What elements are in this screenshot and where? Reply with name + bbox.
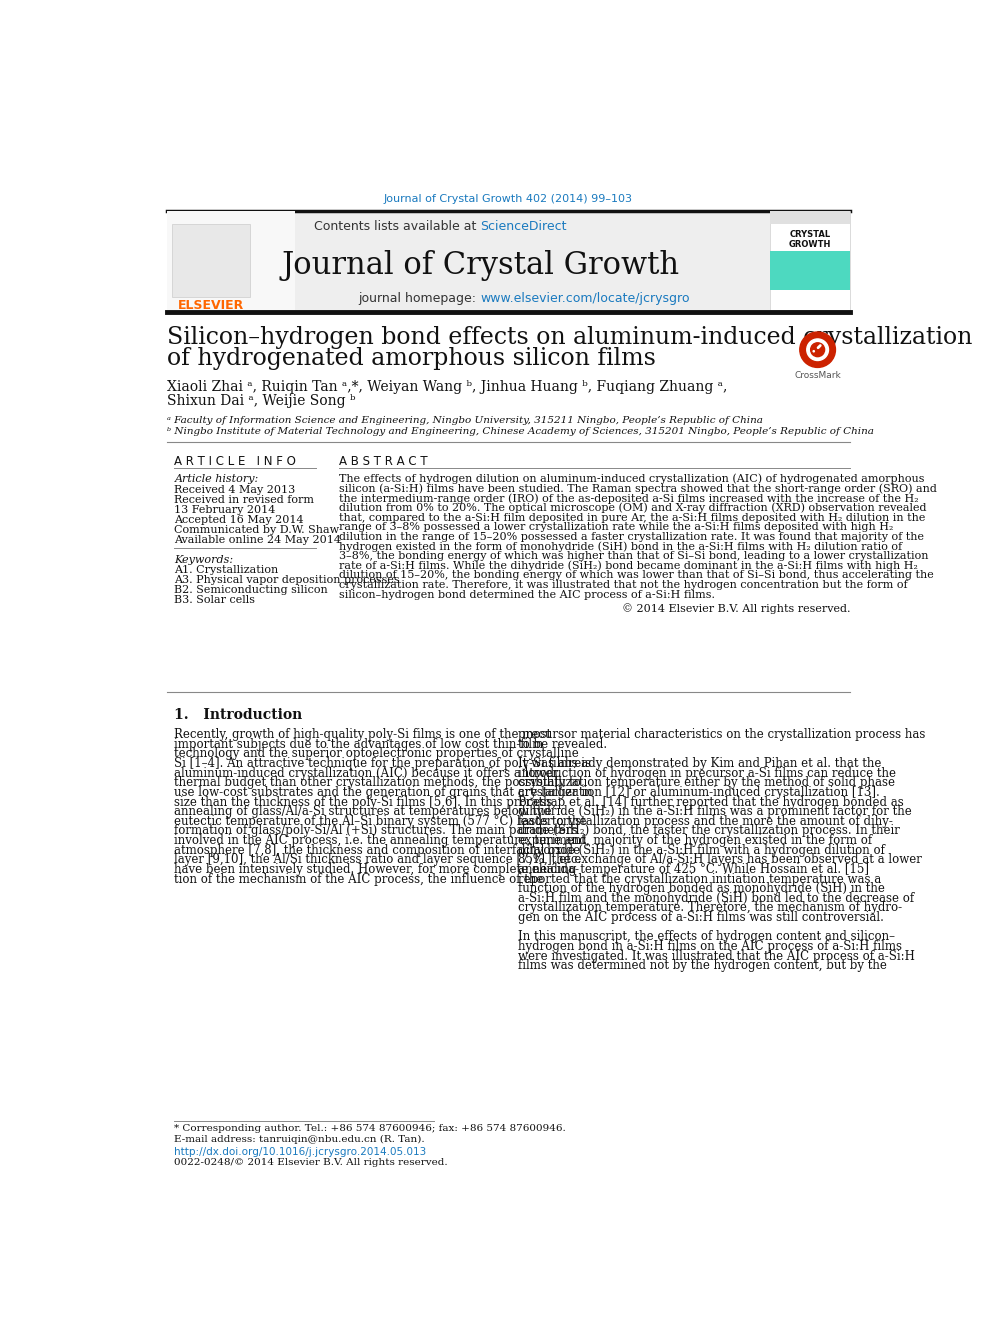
Text: CrossMark: CrossMark (795, 370, 841, 380)
Bar (770, 212, 850, 311)
Text: crystallization rate. Therefore, it was illustrated that not the hydrogen concen: crystallization rate. Therefore, it was … (339, 579, 908, 590)
Text: silicon–hydrogen bond determined the AIC process of a-Si:H films.: silicon–hydrogen bond determined the AIC… (339, 590, 715, 599)
Text: reported that the crystallization initiation temperature was a: reported that the crystallization initia… (518, 873, 881, 885)
Text: atmosphere [7,8], the thickness and composition of interfacial oxide: atmosphere [7,8], the thickness and comp… (175, 844, 580, 857)
Text: eutectic temperature of the Al–Si binary system (577 °C) leads to the: eutectic temperature of the Al–Si binary… (175, 815, 587, 828)
Text: 0022-0248/© 2014 Elsevier B.V. All rights reserved.: 0022-0248/© 2014 Elsevier B.V. All right… (175, 1158, 448, 1167)
Text: A1. Crystallization: A1. Crystallization (175, 565, 279, 576)
Text: Journal of Crystal Growth: Journal of Crystal Growth (282, 250, 680, 280)
Text: range of 3–8% possessed a lower crystallization rate while the a-Si:H films depo: range of 3–8% possessed a lower crystall… (339, 523, 894, 532)
Text: ᵇ Ningbo Institute of Material Technology and Engineering, Chinese Academy of Sc: ᵇ Ningbo Institute of Material Technolog… (167, 427, 874, 435)
Text: thermal budget than other crystallization methods, the possibility to: thermal budget than other crystallizatio… (175, 777, 581, 790)
Text: journal homepage:: journal homepage: (358, 292, 480, 306)
Text: silicon (a-Si:H) films have been studied. The Raman spectra showed that the shor: silicon (a-Si:H) films have been studied… (339, 483, 937, 493)
Circle shape (810, 343, 824, 357)
Text: tion of the mechanism of the AIC process, the influence of the: tion of the mechanism of the AIC process… (175, 873, 544, 885)
Text: http://dx.doi.org/10.1016/j.jcrysgro.2014.05.013: http://dx.doi.org/10.1016/j.jcrysgro.201… (175, 1147, 427, 1158)
Text: The effects of hydrogen dilution on aluminum-induced crystallization (AIC) of hy: The effects of hydrogen dilution on alum… (339, 474, 925, 484)
Text: Recently, growth of high-quality poly-Si films is one of the most: Recently, growth of high-quality poly-Si… (175, 728, 552, 741)
Text: crystallization temperature either by the method of solid phase: crystallization temperature either by th… (518, 777, 895, 790)
Text: introduction of hydrogen in precursor a-Si films can reduce the: introduction of hydrogen in precursor a-… (518, 767, 896, 779)
Text: aluminum-induced crystallization (AIC) because it offers a lower: aluminum-induced crystallization (AIC) b… (175, 767, 558, 779)
Text: Prathap et al. [14] further reported that the hydrogen bonded as: Prathap et al. [14] further reported tha… (518, 795, 904, 808)
Text: It was already demonstrated by Kim and Pihan et al. that the: It was already demonstrated by Kim and P… (518, 757, 881, 770)
Text: have been intensively studied. However, for more complete elucida-: have been intensively studied. However, … (175, 863, 579, 876)
Text: Communicated by D.W. Shaw: Communicated by D.W. Shaw (175, 525, 339, 534)
Text: experiment, majority of the hydrogen existed in the form of: experiment, majority of the hydrogen exi… (518, 833, 872, 847)
Text: Si [1–4]. An attractive technique for the preparation of poly-Si films is: Si [1–4]. An attractive technique for th… (175, 757, 591, 770)
Text: 3–8%, the bonding energy of which was higher than that of Si–Si bond, leading to: 3–8%, the bonding energy of which was hi… (339, 552, 929, 561)
Text: Journal of Crystal Growth 402 (2014) 99–103: Journal of Crystal Growth 402 (2014) 99–… (384, 193, 633, 204)
Text: use low-cost substrates and the generation of grains that are larger in: use low-cost substrates and the generati… (175, 786, 593, 799)
Bar (167, 212, 295, 311)
Text: faster crystallization process and the more the amount of dihy-: faster crystallization process and the m… (518, 815, 893, 828)
Bar (770, 251, 850, 290)
Text: annealing of glass/Al/a-Si structures at temperatures below the: annealing of glass/Al/a-Si structures at… (175, 806, 552, 818)
Text: annealing temperature of 425 °C. While Hossain et al. [15]: annealing temperature of 425 °C. While H… (518, 863, 869, 876)
Text: gen on the AIC process of a-Si:H films was still controversial.: gen on the AIC process of a-Si:H films w… (518, 912, 884, 923)
Text: dilution of 15–20%, the bonding energy of which was lower than that of Si–Si bon: dilution of 15–20%, the bonding energy o… (339, 570, 934, 581)
Text: that, compared to the a-Si:H film deposited in pure Ar, the a-Si:H films deposit: that, compared to the a-Si:H film deposi… (339, 512, 926, 523)
Text: formation of glass/poly-Si/Al (+Si) structures. The main parameters: formation of glass/poly-Si/Al (+Si) stru… (175, 824, 578, 837)
Text: A B S T R A C T: A B S T R A C T (339, 455, 429, 468)
Text: were investigated. It was illustrated that the AIC process of a-Si:H: were investigated. It was illustrated th… (518, 950, 915, 963)
Text: involved in the AIC process, i.e. the annealing temperature, time and: involved in the AIC process, i.e. the an… (175, 833, 587, 847)
Text: hydrogen bond in a-Si:H films on the AIC process of a-Si:H films: hydrogen bond in a-Si:H films on the AIC… (518, 939, 902, 953)
Text: the intermedium-range order (IRO) of the as-deposited a-Si films increased with : the intermedium-range order (IRO) of the… (339, 493, 919, 504)
Text: size than the thickness of the poly-Si films [5,6]. In this process,: size than the thickness of the poly-Si f… (175, 795, 557, 808)
Text: 1.   Introduction: 1. Introduction (175, 708, 303, 722)
Text: dilution in the range of 15–20% possessed a faster crystallization rate. It was : dilution in the range of 15–20% possesse… (339, 532, 925, 542)
Bar (770, 212, 850, 224)
Text: E-mail address: tanruiqin@nbu.edu.cn (R. Tan).: E-mail address: tanruiqin@nbu.edu.cn (R.… (175, 1134, 425, 1143)
Text: Contents lists available at: Contents lists available at (314, 220, 480, 233)
Text: A R T I C L E   I N F O: A R T I C L E I N F O (175, 455, 297, 468)
Text: Received 4 May 2013: Received 4 May 2013 (175, 484, 296, 495)
Bar (172, 224, 250, 298)
Text: layer [9,10], the Al/Si thickness ratio and layer sequence [7,11], etc.: layer [9,10], the Al/Si thickness ratio … (175, 853, 581, 867)
Text: to be revealed.: to be revealed. (518, 738, 607, 751)
Bar (167, 212, 770, 311)
Text: Keywords:: Keywords: (175, 554, 233, 565)
Text: 13 February 2014: 13 February 2014 (175, 505, 276, 515)
Text: Article history:: Article history: (175, 474, 259, 484)
Text: In this manuscript, the effects of hydrogen content and silicon–: In this manuscript, the effects of hydro… (518, 930, 895, 943)
Text: crystallization temperature. Therefore, the mechanism of hydro-: crystallization temperature. Therefore, … (518, 901, 902, 914)
Text: rate of a-Si:H films. While the dihydride (SiH₂) bond became dominant in the a-S: rate of a-Si:H films. While the dihydrid… (339, 561, 919, 572)
Text: of hydrogenated amorphous silicon films: of hydrogenated amorphous silicon films (167, 348, 656, 370)
Text: technology and the superior optoelectronic properties of crystalline: technology and the superior optoelectron… (175, 747, 579, 761)
Text: A3. Physical vapor deposition processes: A3. Physical vapor deposition processes (175, 576, 400, 585)
Text: Silicon–hydrogen bond effects on aluminum-induced crystallization: Silicon–hydrogen bond effects on aluminu… (167, 325, 972, 349)
Text: ᵃ Faculty of Information Science and Engineering, Ningbo University, 315211 Ning: ᵃ Faculty of Information Science and Eng… (167, 415, 763, 425)
Text: hydrogen existed in the form of monohydride (SiH) bond in the a-Si:H films with : hydrogen existed in the form of monohydr… (339, 541, 903, 552)
Circle shape (800, 332, 835, 368)
Text: ScienceDirect: ScienceDirect (480, 220, 567, 233)
Text: * Corresponding author. Tel.: +86 574 87600946; fax: +86 574 87600946.: * Corresponding author. Tel.: +86 574 87… (175, 1125, 566, 1134)
Text: important subjects due to the advantages of low cost thin-film: important subjects due to the advantages… (175, 738, 544, 751)
Text: Xiaoli Zhai ᵃ, Ruiqin Tan ᵃ,*, Weiyan Wang ᵇ, Jinhua Huang ᵇ, Fuqiang Zhuang ᵃ,: Xiaoli Zhai ᵃ, Ruiqin Tan ᵃ,*, Weiyan Wa… (167, 380, 727, 394)
Text: Received in revised form: Received in revised form (175, 495, 314, 505)
Text: precursor material characteristics on the crystallization process has: precursor material characteristics on th… (518, 728, 926, 741)
Text: Available online 24 May 2014: Available online 24 May 2014 (175, 534, 341, 545)
Text: Shixun Dai ᵃ, Weijie Song ᵇ: Shixun Dai ᵃ, Weijie Song ᵇ (167, 394, 355, 409)
Text: © 2014 Elsevier B.V. All rights reserved.: © 2014 Elsevier B.V. All rights reserved… (622, 603, 850, 614)
Text: a-Si:H film and the monohydride (SiH) bond led to the decrease of: a-Si:H film and the monohydride (SiH) bo… (518, 892, 914, 905)
Text: films was determined not by the hydrogen content, but by the: films was determined not by the hydrogen… (518, 959, 887, 972)
Text: crystallization [12] or aluminum-induced crystallization [13].: crystallization [12] or aluminum-induced… (518, 786, 880, 799)
Text: Accepted 16 May 2014: Accepted 16 May 2014 (175, 515, 304, 525)
Text: dihydride (SiH₂) in the a-Si:H film with a hydrogen dilution of: dihydride (SiH₂) in the a-Si:H film with… (518, 844, 885, 857)
Text: ELSEVIER: ELSEVIER (178, 299, 244, 311)
Text: dilution from 0% to 20%. The optical microscope (OM) and X-ray diffraction (XRD): dilution from 0% to 20%. The optical mic… (339, 503, 927, 513)
Text: www.elsevier.com/locate/jcrysgro: www.elsevier.com/locate/jcrysgro (480, 292, 690, 306)
Text: B2. Semiconducting silicon: B2. Semiconducting silicon (175, 585, 328, 595)
Text: B3. Solar cells: B3. Solar cells (175, 595, 255, 605)
Text: function of the hydrogen bonded as monohydride (SiH) in the: function of the hydrogen bonded as monoh… (518, 882, 885, 896)
Text: CRYSTAL
GROWTH: CRYSTAL GROWTH (789, 230, 831, 249)
Text: dride (SiH₂) bond, the faster the crystallization process. In their: dride (SiH₂) bond, the faster the crysta… (518, 824, 900, 837)
Text: 85%, the exchange of Al/a-Si:H layers has been observed at a lower: 85%, the exchange of Al/a-Si:H layers ha… (518, 853, 922, 867)
Circle shape (806, 339, 828, 360)
Text: dihydride (SiH₂) in the a-Si:H films was a prominent factor for the: dihydride (SiH₂) in the a-Si:H films was… (518, 806, 912, 818)
